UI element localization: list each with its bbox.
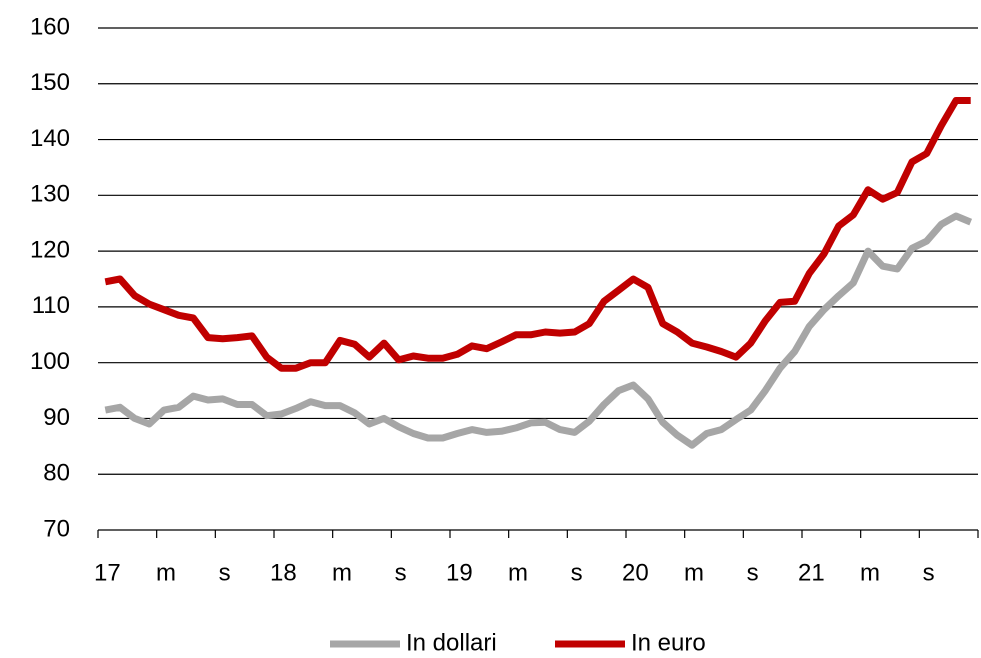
legend-label: In dollari: [406, 629, 497, 656]
legend-label: In euro: [631, 629, 706, 656]
x-tick-label: s: [571, 559, 583, 586]
y-tick-label: 120: [30, 236, 70, 263]
y-tick-label: 160: [30, 13, 70, 40]
x-tick-label: s: [219, 559, 231, 586]
x-tick-label: 17: [94, 559, 121, 586]
y-tick-label: 110: [32, 292, 70, 319]
x-tick-label: 21: [798, 559, 825, 586]
y-tick-label: 70: [43, 515, 70, 542]
y-tick-label: 150: [30, 69, 70, 96]
y-tick-label: 140: [30, 125, 70, 152]
x-tick-label: s: [395, 559, 407, 586]
line-series: [104, 212, 973, 449]
x-tick-label: 19: [446, 559, 473, 586]
x-tick-label: m: [156, 559, 176, 586]
x-tick-label: m: [508, 559, 528, 586]
line-series: [104, 97, 971, 372]
x-tick-label: 18: [270, 559, 297, 586]
x-tick-label: m: [332, 559, 352, 586]
y-tick-label: 80: [43, 460, 70, 487]
y-tick-label: 90: [43, 404, 70, 431]
y-tick-label: 130: [30, 181, 70, 208]
x-tick-label: m: [860, 559, 880, 586]
x-tick-label: s: [923, 559, 935, 586]
x-tick-label: m: [684, 559, 704, 586]
x-tick-label: s: [747, 559, 759, 586]
x-tick-label: 20: [622, 559, 649, 586]
y-tick-label: 100: [30, 348, 70, 375]
